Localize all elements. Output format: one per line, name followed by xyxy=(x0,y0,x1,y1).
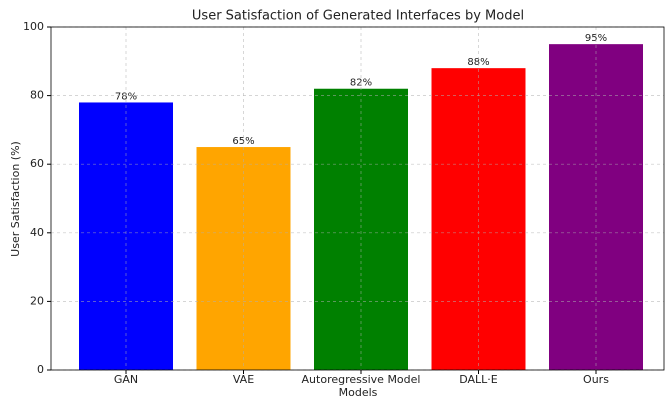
bar xyxy=(196,147,291,370)
x-tick-label: Autoregressive Model xyxy=(302,373,421,386)
y-tick-label: 100 xyxy=(23,20,44,33)
y-tick-label: 80 xyxy=(30,89,44,102)
value-label: 95% xyxy=(585,33,607,44)
x-tick-label: GAN xyxy=(114,373,138,386)
x-tick-label: DALL·E xyxy=(459,373,498,386)
x-tick-label: VAE xyxy=(233,373,254,386)
y-tick-label: 20 xyxy=(30,294,44,307)
x-tick-label: Ours xyxy=(583,373,609,386)
plot-frame xyxy=(50,26,665,371)
x-axis-label: Models xyxy=(339,386,378,399)
y-tick-label: 40 xyxy=(30,226,44,239)
value-label: 88% xyxy=(467,57,489,68)
chart-title: User Satisfaction of Generated Interface… xyxy=(192,9,524,24)
y-tick-label: 60 xyxy=(30,157,44,170)
value-label: 78% xyxy=(115,91,137,102)
y-tick-label: 0 xyxy=(37,363,44,376)
y-axis-label: User Satisfaction (%) xyxy=(9,141,22,257)
